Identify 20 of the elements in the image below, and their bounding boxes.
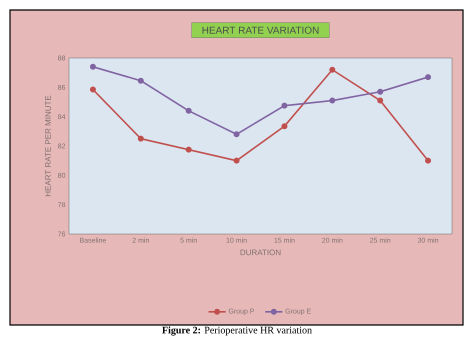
point bbox=[329, 66, 336, 73]
chart-title: HEART RATE VARIATION bbox=[202, 26, 318, 34]
x-axis-title: DURATION bbox=[240, 250, 280, 256]
point bbox=[138, 78, 144, 84]
text: Figure 2: Perioperative HR variation bbox=[162, 326, 312, 336]
point bbox=[90, 64, 96, 70]
point bbox=[425, 74, 432, 80]
point bbox=[234, 131, 240, 138]
point bbox=[377, 88, 384, 95]
point bbox=[425, 158, 432, 164]
point bbox=[186, 146, 192, 153]
y-axis-title: HEART RATE PER MINUTE bbox=[45, 96, 51, 196]
point bbox=[377, 98, 384, 104]
point bbox=[329, 98, 336, 104]
point bbox=[138, 136, 144, 142]
point bbox=[186, 108, 192, 114]
point bbox=[281, 123, 288, 130]
point bbox=[90, 86, 96, 93]
point bbox=[234, 158, 240, 164]
point bbox=[281, 102, 288, 109]
